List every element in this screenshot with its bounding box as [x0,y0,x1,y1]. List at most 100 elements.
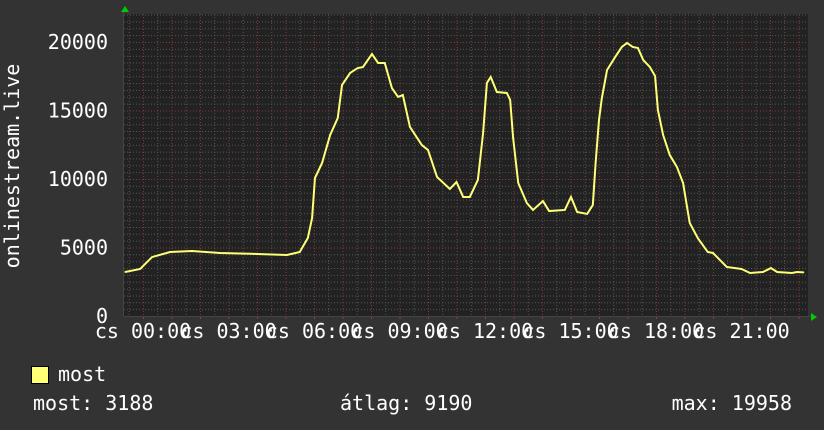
data-point [592,204,594,206]
data-point [606,69,608,71]
data-point [307,237,309,239]
data-point [707,251,709,253]
data-point [490,76,492,78]
data-point [712,252,714,254]
data-point [614,56,616,58]
data-point [397,96,399,98]
data-point [749,272,751,274]
data-point [512,136,514,138]
data-point [506,92,508,94]
y-tick-label: 0 [96,304,108,328]
data-point [314,177,316,179]
data-point [601,97,603,99]
data-point [740,268,743,270]
data-point [299,251,301,253]
data-point [219,252,221,254]
data-point [770,267,772,269]
data-point [654,75,656,77]
data-point [509,99,511,101]
x-tick-label: cs 21:00 [693,319,789,343]
data-point [337,117,339,119]
data-point [517,182,519,184]
data-point [726,266,728,268]
data-point [548,210,550,212]
data-point [689,222,691,224]
data-point [486,82,488,84]
data-point [496,91,498,93]
data-point [421,144,423,146]
y-tick-label: 15000 [48,99,108,123]
x-tick-label: cs 12:00 [437,319,533,343]
data-point [532,209,534,211]
data-point [362,66,364,68]
data-point [621,46,623,48]
data-point [256,253,258,255]
data-point [669,154,671,156]
x-tick-label: cs 18:00 [608,319,704,343]
data-point [286,254,288,256]
data-point [649,66,651,68]
x-tick-label: cs 09:00 [351,319,447,343]
data-point [427,149,429,151]
data-point [803,271,805,273]
y-axis-label: onlinestream.live [0,64,24,269]
data-point [341,84,343,86]
y-tick-label: 5000 [60,236,108,260]
data-point [595,161,597,163]
data-point [329,134,331,136]
data-point [377,62,379,64]
x-tick-label: cs 06:00 [266,319,362,343]
data-point [402,94,404,96]
data-point [409,126,411,128]
legend-swatch [31,366,49,384]
data-point [697,237,699,239]
data-point [657,109,659,111]
data-point [449,188,451,190]
data-point [642,59,644,61]
data-point [676,166,678,168]
x-axis-arrow-icon [811,313,817,321]
data-point [586,213,588,215]
legend-average-value: átlag: 9190 [340,391,473,415]
data-point [384,62,386,64]
data-point [482,132,484,134]
data-point [526,202,528,204]
y-tick-label: 10000 [48,167,108,191]
x-tick-label: cs 00:00 [95,319,191,343]
data-point [662,134,664,136]
data-point [311,217,313,219]
data-point [682,182,684,184]
data-point [576,211,578,213]
data-point [469,196,471,198]
data-point [796,271,798,273]
data-point [321,162,323,164]
legend-series-label: most [58,362,107,386]
data-point [191,250,193,252]
data-point [762,271,764,273]
data-point [436,176,438,178]
data-point [124,271,126,273]
y-tick-label: 20000 [48,30,108,54]
data-point [564,209,566,211]
data-point [477,179,479,181]
data-point [349,72,351,74]
data-point [791,272,793,274]
data-point [776,271,778,273]
y-axis-arrow-icon [121,6,129,12]
data-point [542,200,544,202]
data-point [151,256,153,258]
x-tick-label: cs 03:00 [180,319,276,343]
legend-max-value: max: 19958 [671,391,792,415]
x-tick-label: cs 15:00 [522,319,618,343]
data-point [637,47,639,49]
data-point [391,87,393,89]
data-point [570,196,572,198]
plot-area [124,14,808,316]
legend-current-value: most: 3188 [33,391,154,415]
data-point [455,181,458,183]
data-point [462,196,464,198]
data-point [169,251,171,253]
data-point [626,42,628,44]
